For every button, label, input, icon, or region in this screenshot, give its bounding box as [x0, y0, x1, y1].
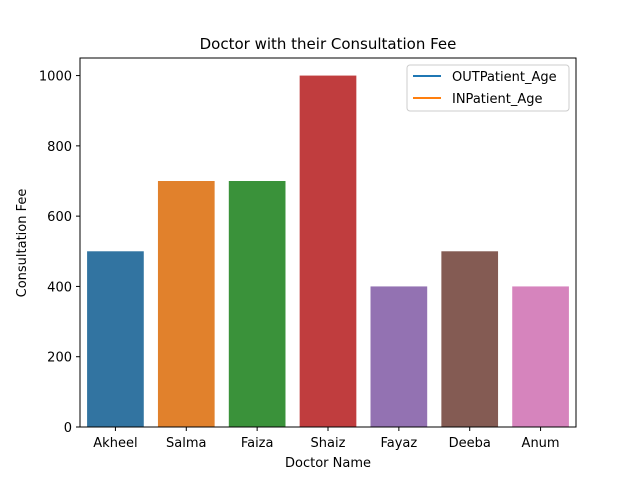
bar-akheel	[87, 251, 144, 427]
bar-anum	[512, 286, 569, 427]
bar-deeba	[441, 251, 499, 427]
chart-title: Doctor with their Consultation Fee	[200, 35, 457, 53]
y-tick-label: 400	[47, 280, 72, 295]
legend-label-outpatient-age: OUTPatient_Age	[452, 70, 557, 85]
y-axis-ticks: 0 200 400 600 800 1000	[39, 70, 80, 436]
bar-faiza	[228, 181, 286, 427]
y-tick-label: 1000	[39, 70, 72, 85]
x-tick-label: Deeba	[449, 436, 491, 451]
legend: OUTPatient_Age INPatient_Age	[406, 64, 570, 112]
bars-group	[87, 75, 569, 428]
y-axis-title: Consultation Fee	[15, 189, 30, 298]
x-tick-label: Faiza	[241, 436, 274, 451]
x-tick-label: Shaiz	[311, 436, 346, 451]
bar-fayaz	[370, 286, 428, 427]
x-tick-label: Akheel	[93, 436, 137, 451]
x-axis-title: Doctor Name	[285, 456, 371, 471]
y-tick-label: 0	[64, 421, 72, 436]
x-tick-label: Fayaz	[380, 436, 417, 451]
legend-label-inpatient-age: INPatient_Age	[452, 92, 542, 107]
y-tick-label: 600	[47, 210, 72, 225]
y-tick-label: 200	[47, 351, 72, 366]
plot-frame	[79, 57, 577, 428]
x-tick-label: Anum	[522, 436, 560, 451]
y-tick-label: 800	[47, 140, 72, 155]
bar-salma	[157, 181, 215, 427]
x-axis-ticks: Akheel Salma Faiza Shaiz Fayaz Deeba Anum	[93, 427, 560, 451]
legend-box	[406, 64, 570, 112]
x-tick-label: Salma	[166, 436, 206, 451]
bar-shaiz	[299, 75, 357, 428]
